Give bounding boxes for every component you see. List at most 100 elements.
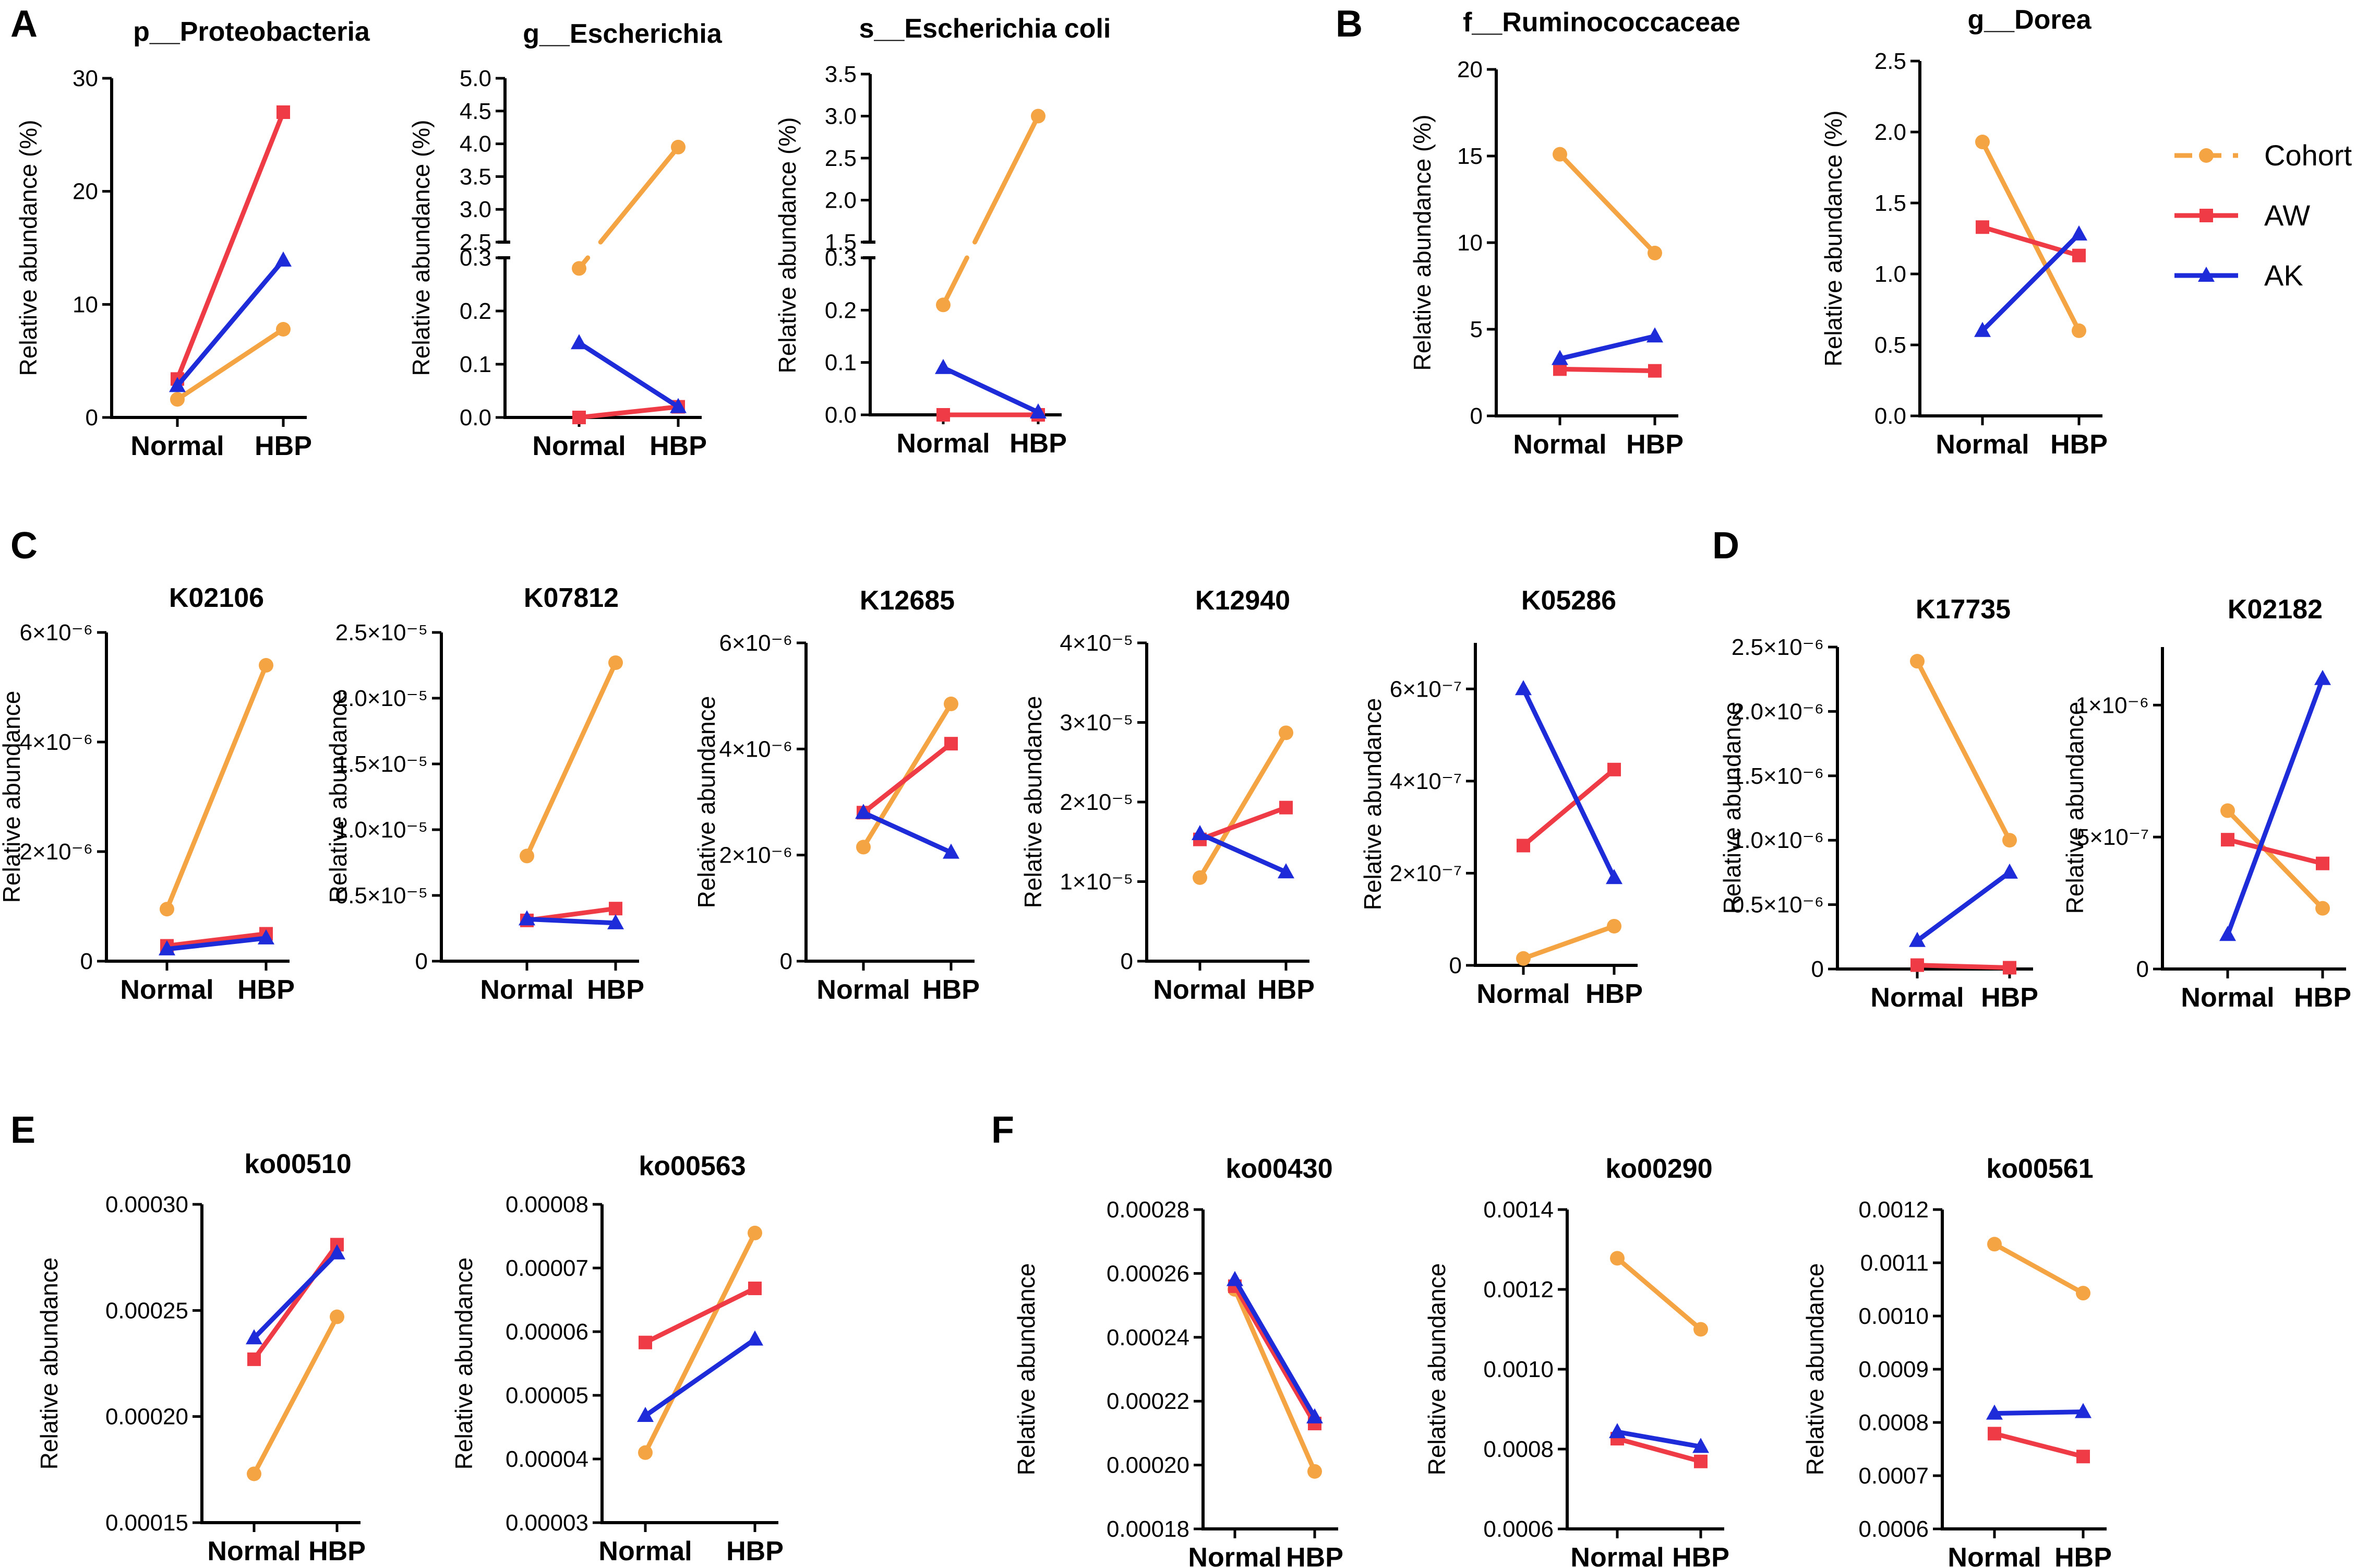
chart-g-escherichia: 0.0 0.1 0.2 0.32.5 3.0 3.5 4.0 4.5 5.0 Normal HBP g… bbox=[407, 19, 723, 461]
series-line bbox=[1197, 805, 1289, 842]
data-point bbox=[944, 696, 958, 711]
series-cohort bbox=[638, 1225, 762, 1460]
data-point bbox=[1975, 135, 1990, 150]
x-tick-label-normal: Normal bbox=[1948, 1542, 2041, 1567]
data-point bbox=[1515, 680, 1532, 696]
panel-letter-c: C bbox=[10, 525, 38, 567]
x-tick-label-normal: Normal bbox=[120, 975, 213, 1005]
chart-title: ko00561 bbox=[1986, 1154, 2093, 1184]
series-line bbox=[1232, 1284, 1317, 1426]
series-line bbox=[1992, 1409, 2086, 1416]
data-point bbox=[2072, 248, 2086, 262]
y-tick-label: 4×10⁻⁷ bbox=[1390, 769, 1462, 794]
series-cohort bbox=[1228, 1282, 1322, 1479]
chart-g-dorea: 0.0 0.5 1.0 1.5 2.0 2.5 Normal HBP g__Dorea Relat… bbox=[1820, 5, 2108, 460]
data-point bbox=[1648, 245, 1662, 260]
x-tick-label-normal: Normal bbox=[532, 431, 626, 461]
chart-title: g__Escherichia bbox=[523, 19, 723, 49]
series-aw bbox=[247, 1238, 344, 1366]
y-tick-label: 30 bbox=[73, 66, 98, 91]
y-tick-label: 0.5 bbox=[1874, 332, 1906, 358]
data-point bbox=[1693, 1322, 1708, 1337]
data-point bbox=[1974, 321, 1991, 337]
data-point bbox=[1606, 869, 1622, 884]
series-cohort bbox=[170, 322, 291, 407]
series-line bbox=[1197, 831, 1289, 875]
data-point bbox=[2316, 856, 2329, 870]
y-tick-label: 0 bbox=[415, 949, 428, 974]
data-point bbox=[1552, 350, 1568, 365]
chart-title: K12685 bbox=[860, 585, 955, 616]
data-point bbox=[330, 1309, 344, 1324]
y-tick-label: 1.0 bbox=[1874, 261, 1906, 287]
series-ak bbox=[1974, 225, 2087, 337]
y-tick-label: 2.5 bbox=[825, 146, 857, 171]
data-point bbox=[1609, 1423, 1626, 1439]
data-point bbox=[936, 408, 950, 422]
y-axis-label: Relative abundance bbox=[1013, 1263, 1040, 1476]
x-tick-label-normal: Normal bbox=[1188, 1542, 1281, 1567]
x-tick-label-hbp: HBP bbox=[2054, 1542, 2112, 1567]
data-point bbox=[1306, 1408, 1323, 1424]
y-tick-label: 0.0009 bbox=[1858, 1357, 1929, 1382]
chart-title: f__Ruminococcaceae bbox=[1463, 7, 1740, 38]
data-point bbox=[1987, 1237, 2002, 1252]
legend-marker-cohort bbox=[2199, 148, 2214, 163]
series-line bbox=[576, 340, 681, 410]
x-tick-label-normal: Normal bbox=[816, 975, 910, 1005]
data-point bbox=[748, 1225, 762, 1240]
chart-title: K12940 bbox=[1195, 585, 1290, 616]
data-point bbox=[638, 1445, 653, 1460]
data-point bbox=[1976, 220, 1989, 234]
y-tick-label: 0 bbox=[1121, 949, 1133, 974]
series-line bbox=[1615, 1429, 1703, 1449]
y-tick-label: 0.00003 bbox=[506, 1510, 588, 1536]
data-point bbox=[935, 358, 952, 374]
data-point bbox=[276, 322, 291, 337]
y-tick-label: 0.0 bbox=[1874, 403, 1906, 429]
series-line bbox=[164, 931, 269, 949]
series-ak bbox=[1552, 327, 1663, 365]
chart-k05286: 0 2×10⁻⁷ 4×10⁻⁷ 6×10⁻⁷ Normal HBP K05286 Relati… bbox=[1359, 585, 1643, 1009]
panel-letter-a: A bbox=[10, 3, 38, 45]
y-tick-label: 2×10⁻⁵ bbox=[1060, 790, 1133, 815]
chart-title: K05286 bbox=[1521, 585, 1616, 616]
series-line bbox=[1915, 963, 2012, 971]
data-point bbox=[936, 297, 951, 313]
y-tick-label: 2.0×10⁻⁵ bbox=[335, 686, 428, 711]
y-tick-label: 1.5×10⁻⁵ bbox=[335, 751, 428, 777]
y-tick-label: 0.3 bbox=[460, 245, 491, 271]
y-axis-label: Relative abundance bbox=[2061, 702, 2088, 914]
y-tick-label: 5.0 bbox=[460, 66, 491, 91]
y-tick-label: 0.00024 bbox=[1107, 1325, 1189, 1350]
data-point bbox=[607, 914, 624, 929]
data-point bbox=[1607, 918, 1621, 934]
series-cohort bbox=[1610, 1251, 1708, 1337]
series-aw bbox=[1553, 362, 1662, 378]
y-tick-label: 0.5×10⁻⁵ bbox=[335, 883, 428, 908]
y-tick-label: 3×10⁻⁵ bbox=[1060, 710, 1133, 736]
series-ak bbox=[1192, 825, 1294, 879]
series-aw bbox=[639, 1282, 762, 1349]
data-point bbox=[1988, 1427, 2001, 1441]
y-tick-label: 0.00018 bbox=[1107, 1516, 1189, 1542]
y-tick-label: 20 bbox=[73, 179, 98, 205]
legend-label-aw: AW bbox=[2264, 199, 2310, 232]
y-tick-label: 0.0012 bbox=[1483, 1277, 1554, 1302]
data-point bbox=[2071, 225, 2087, 241]
series-line bbox=[1521, 686, 1617, 880]
series-ak bbox=[855, 804, 959, 859]
series-cohort bbox=[520, 655, 623, 864]
y-tick-label: 20 bbox=[1457, 57, 1483, 82]
y-tick-label: 4.0 bbox=[460, 131, 491, 157]
y-tick-label: 0 bbox=[1449, 953, 1462, 978]
y-tick-label: 0.00028 bbox=[1107, 1197, 1189, 1223]
series-line bbox=[2225, 808, 2325, 911]
chart-ko00510: 0.00015 0.00020 0.00025 0.00030 Normal HBP ko0… bbox=[35, 1149, 366, 1566]
series-ak bbox=[169, 251, 292, 392]
data-point bbox=[246, 1329, 262, 1345]
series-line bbox=[1521, 924, 1617, 961]
y-tick-label: 5×10⁻⁷ bbox=[2077, 824, 2149, 850]
x-tick-label-normal: Normal bbox=[2181, 983, 2274, 1013]
x-tick-label-normal: Normal bbox=[480, 975, 573, 1005]
